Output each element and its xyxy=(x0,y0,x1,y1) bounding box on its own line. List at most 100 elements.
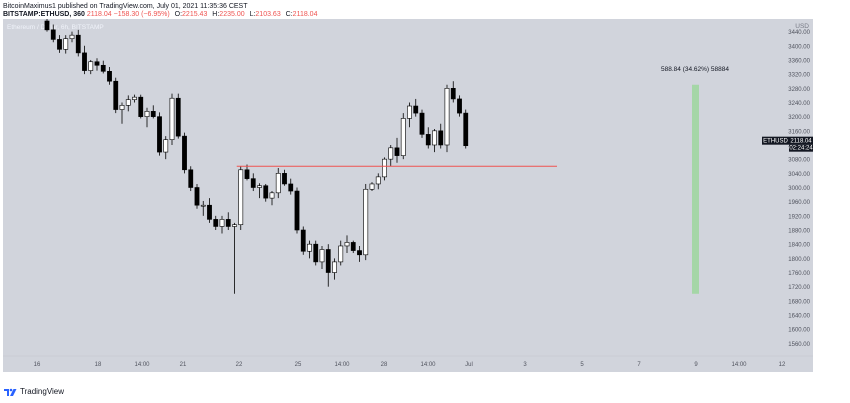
bullish-candle[interactable] xyxy=(169,97,175,140)
x-tick-label: 21 xyxy=(180,362,187,368)
bullish-candle[interactable] xyxy=(144,111,150,117)
bearish-candle[interactable] xyxy=(82,52,87,71)
publish-line: BitcoinMaximus1 published on TradingView… xyxy=(3,3,248,10)
bearish-candle[interactable] xyxy=(75,34,81,54)
y-tick-label: 1640.00 xyxy=(788,314,810,320)
x-tick-label: 14:00 xyxy=(134,362,150,368)
y-tick-label: 1680.00 xyxy=(788,299,810,305)
bullish-candle[interactable] xyxy=(269,192,275,199)
candlestick-chart[interactable]: Ethereum / Dollar, 6h, BITSTAMP USD3440.0… xyxy=(3,19,813,372)
x-tick-label: 9 xyxy=(694,362,698,368)
y-tick-label: 1720.00 xyxy=(788,285,810,291)
y-tick-label: 3040.00 xyxy=(788,172,810,178)
bullish-candle[interactable] xyxy=(69,34,75,40)
bullish-candle[interactable] xyxy=(200,204,206,207)
bullish-candle[interactable] xyxy=(125,99,131,106)
bearish-candle[interactable] xyxy=(157,116,162,153)
bullish-candle[interactable] xyxy=(119,105,125,110)
bullish-candle[interactable] xyxy=(88,61,94,71)
bearish-candle[interactable] xyxy=(350,242,356,251)
y-tick-label: 3240.00 xyxy=(788,101,810,107)
tradingview-logo-icon xyxy=(4,388,17,396)
bearish-candle[interactable] xyxy=(57,39,62,50)
y-tick-label: 3360.00 xyxy=(788,58,810,64)
bearish-candle[interactable] xyxy=(175,97,181,137)
bullish-candle[interactable] xyxy=(400,118,406,156)
y-tick-label: 1600.00 xyxy=(788,328,810,334)
bullish-candle[interactable] xyxy=(388,147,394,160)
bullish-candle[interactable] xyxy=(163,139,169,153)
open-label: O: xyxy=(174,11,183,18)
y-tick-label: 3200.00 xyxy=(788,115,810,121)
bearish-candle[interactable] xyxy=(457,98,462,114)
bearish-candle[interactable] xyxy=(194,187,200,206)
bullish-candle[interactable] xyxy=(257,185,262,188)
bearish-candle[interactable] xyxy=(425,134,431,146)
bearish-candle[interactable] xyxy=(325,249,331,273)
bearish-candle[interactable] xyxy=(50,29,56,40)
bearish-candle[interactable] xyxy=(394,147,400,156)
bearish-candle[interactable] xyxy=(282,173,287,185)
x-tick-label: Jul xyxy=(465,362,473,368)
bearish-candle[interactable] xyxy=(100,64,106,72)
bearish-candle[interactable] xyxy=(138,96,144,117)
bullish-candle[interactable] xyxy=(275,173,281,194)
last-price: 2118.04 xyxy=(86,11,112,18)
y-tick-label: 3160.00 xyxy=(788,129,810,135)
bullish-candle[interactable] xyxy=(132,96,137,100)
bearish-candle[interactable] xyxy=(150,111,156,117)
bearish-candle[interactable] xyxy=(207,204,212,220)
bearish-candle[interactable] xyxy=(419,112,425,135)
bullish-candle[interactable] xyxy=(63,38,69,50)
bearish-candle[interactable] xyxy=(294,190,300,231)
bearish-candle[interactable] xyxy=(438,130,444,146)
y-tick-label: 3440.00 xyxy=(788,30,810,36)
bullish-candle[interactable] xyxy=(432,130,437,146)
bullish-candle[interactable] xyxy=(238,169,244,225)
bearish-candle[interactable] xyxy=(94,61,100,66)
bullish-candle[interactable] xyxy=(307,243,312,252)
price-axis[interactable] xyxy=(791,19,813,372)
bearish-candle[interactable] xyxy=(225,219,231,227)
y-tick-label: 1880.00 xyxy=(788,229,810,235)
y-tick-label: 1760.00 xyxy=(788,271,810,277)
bullish-candle[interactable] xyxy=(375,176,381,185)
bearish-candle[interactable] xyxy=(244,169,250,179)
high-label: H: xyxy=(212,11,220,18)
bullish-candle[interactable] xyxy=(319,249,325,263)
countdown-label: 02:24:24 xyxy=(789,146,813,152)
bearish-candle[interactable] xyxy=(263,185,269,199)
bullish-candle[interactable] xyxy=(363,188,369,256)
bearish-candle[interactable] xyxy=(300,229,306,252)
bearish-candle[interactable] xyxy=(463,112,469,146)
bearish-candle[interactable] xyxy=(288,183,294,192)
bullish-candle[interactable] xyxy=(232,224,237,227)
bullish-candle[interactable] xyxy=(332,261,337,273)
bullish-candle[interactable] xyxy=(338,245,344,263)
bullish-candle[interactable] xyxy=(344,242,350,247)
countdown-bg xyxy=(789,144,813,152)
y-tick-label: 3280.00 xyxy=(788,87,810,93)
bearish-candle[interactable] xyxy=(107,71,112,82)
bearish-candle[interactable] xyxy=(213,219,219,227)
bullish-candle[interactable] xyxy=(219,219,225,227)
bullish-candle[interactable] xyxy=(382,158,387,178)
measure-bar[interactable] xyxy=(692,84,699,294)
bearish-candle[interactable] xyxy=(182,135,187,171)
bullish-candle[interactable] xyxy=(407,105,412,119)
bearish-candle[interactable] xyxy=(188,169,194,188)
x-tick-label: 14:00 xyxy=(420,362,436,368)
bearish-candle[interactable] xyxy=(44,20,50,31)
x-tick-label: 16 xyxy=(34,362,41,368)
bullish-candle[interactable] xyxy=(369,183,375,190)
bearish-candle[interactable] xyxy=(113,80,119,110)
bearish-candle[interactable] xyxy=(357,250,362,256)
change-value: −158.30 (−6.95%) xyxy=(113,11,170,18)
bearish-candle[interactable] xyxy=(313,243,319,263)
low-label: L: xyxy=(249,11,256,18)
bearish-candle[interactable] xyxy=(250,178,256,188)
bearish-candle[interactable] xyxy=(413,105,419,114)
bullish-candle[interactable] xyxy=(444,88,450,146)
bearish-candle[interactable] xyxy=(450,88,456,100)
chart-area[interactable]: Ethereum / Dollar, 6h, BITSTAMP USD 3440.0… xyxy=(3,19,813,372)
